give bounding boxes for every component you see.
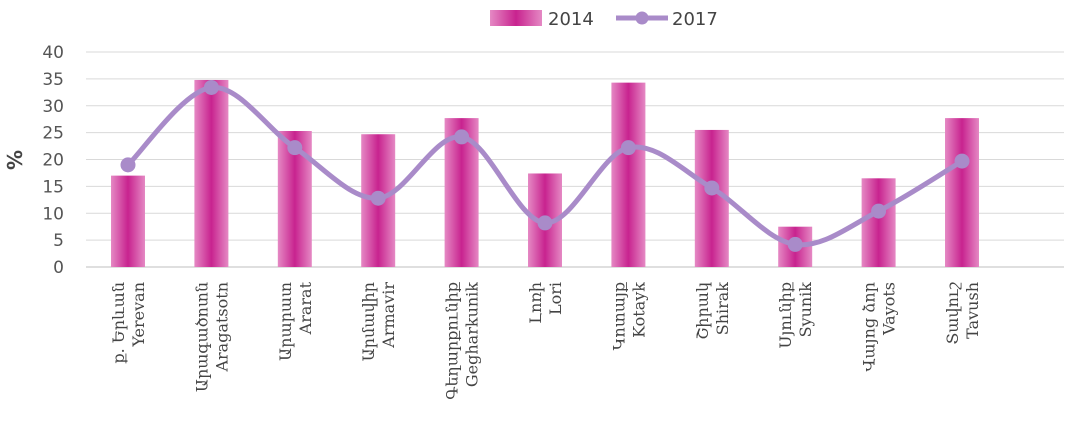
x-tick-label-en: Ararat	[296, 281, 315, 335]
x-tick-label: Լոռի Lori	[526, 282, 565, 324]
x-tick-label-en: Syunik	[796, 282, 815, 338]
x-tick-label-am: Արարատ	[276, 282, 295, 361]
y-tick-label: 0	[53, 258, 64, 278]
x-tick-label-am: Կոտայք	[609, 281, 628, 350]
x-tick-label-am: Արագածոտն	[192, 282, 211, 392]
x-tick-label-en: Lori	[546, 282, 565, 315]
x-tick-label: Կոտայք Kotayk	[609, 281, 648, 350]
line-point	[203, 79, 219, 95]
x-tick-label-am: Շիրակ	[693, 282, 712, 340]
line-point	[787, 236, 803, 252]
x-tick-label: Արարատ Ararat	[276, 281, 315, 360]
y-tick-label: 10	[42, 204, 64, 224]
y-tick-label: 20	[42, 151, 64, 171]
bar	[945, 118, 979, 267]
x-tick-label-en: Gegharkunik	[463, 282, 482, 387]
y-tick-label: 15	[42, 177, 64, 197]
x-tick-label: Տավուշ Tavush	[943, 282, 982, 344]
legend-label-2014: 2014	[548, 9, 594, 30]
line-point	[704, 180, 720, 196]
line-point	[537, 215, 553, 231]
line-point	[370, 190, 386, 206]
x-tick-label: Արմավիր Armavir	[359, 282, 398, 362]
line-point	[287, 140, 303, 156]
line-point	[454, 129, 470, 145]
x-tick-label-am: Լոռի	[526, 282, 545, 324]
x-tick-label: Վայոց ձոր Vayots	[860, 282, 899, 371]
x-tick-label-en: Armavir	[379, 282, 398, 349]
y-tick-label: 35	[42, 70, 64, 90]
x-tick-label: Շիրակ Shirak	[693, 282, 732, 340]
grid	[86, 51, 1064, 268]
y-tick-label: 40	[42, 43, 64, 63]
x-tick-label-am: Սյունիք	[776, 281, 795, 348]
line-point	[620, 140, 636, 156]
bar	[111, 175, 145, 267]
line-point	[871, 203, 887, 219]
x-tick-label: ք. Երևան Yerevan	[109, 282, 148, 364]
x-axis: ք. Երևան Yerevan Արագածոտն Aragatsotn Արարատ…	[109, 281, 982, 400]
legend-marker-2017	[635, 11, 649, 25]
x-tick-label: Արագածոտն Aragatsotn	[192, 282, 231, 392]
line-point	[954, 153, 970, 169]
x-tick-label-en: Shirak	[713, 282, 732, 336]
y-tick-label: 30	[42, 97, 64, 117]
x-tick-label: Գեղարքունիք Gegharkunik	[443, 281, 482, 400]
x-tick-label-en: Kotayk	[629, 282, 648, 338]
y-tick-label: 25	[42, 124, 64, 144]
y-axis: 0 5 10 15 20 25 30 35 40	[42, 43, 64, 278]
legend: 2014 2017	[490, 9, 718, 30]
bar	[611, 82, 646, 267]
x-tick-label-en: Aragatsotn	[212, 282, 231, 373]
legend-label-2017: 2017	[672, 9, 718, 30]
bar	[861, 178, 896, 267]
x-tick-label-am: Տավուշ	[943, 282, 962, 344]
x-tick-label: Սյունիք Syunik	[776, 281, 815, 348]
y-axis-label: %	[3, 150, 27, 170]
x-tick-label-am: Գեղարքունիք	[443, 281, 462, 400]
bars	[111, 79, 979, 267]
x-tick-label-am: ք. Երևան	[109, 282, 128, 364]
x-tick-label-am: Արմավիր	[359, 282, 378, 361]
y-tick-label: 5	[53, 231, 64, 251]
x-tick-label-en: Yerevan	[129, 282, 148, 348]
line-point	[120, 157, 136, 173]
bar	[194, 79, 229, 267]
x-tick-label-en: Vayots	[880, 282, 899, 336]
line-series	[120, 79, 970, 252]
x-tick-label-am: Վայոց ձոր	[860, 282, 879, 371]
legend-swatch-2014	[490, 10, 542, 26]
x-tick-label-en: Tavush	[963, 282, 982, 339]
